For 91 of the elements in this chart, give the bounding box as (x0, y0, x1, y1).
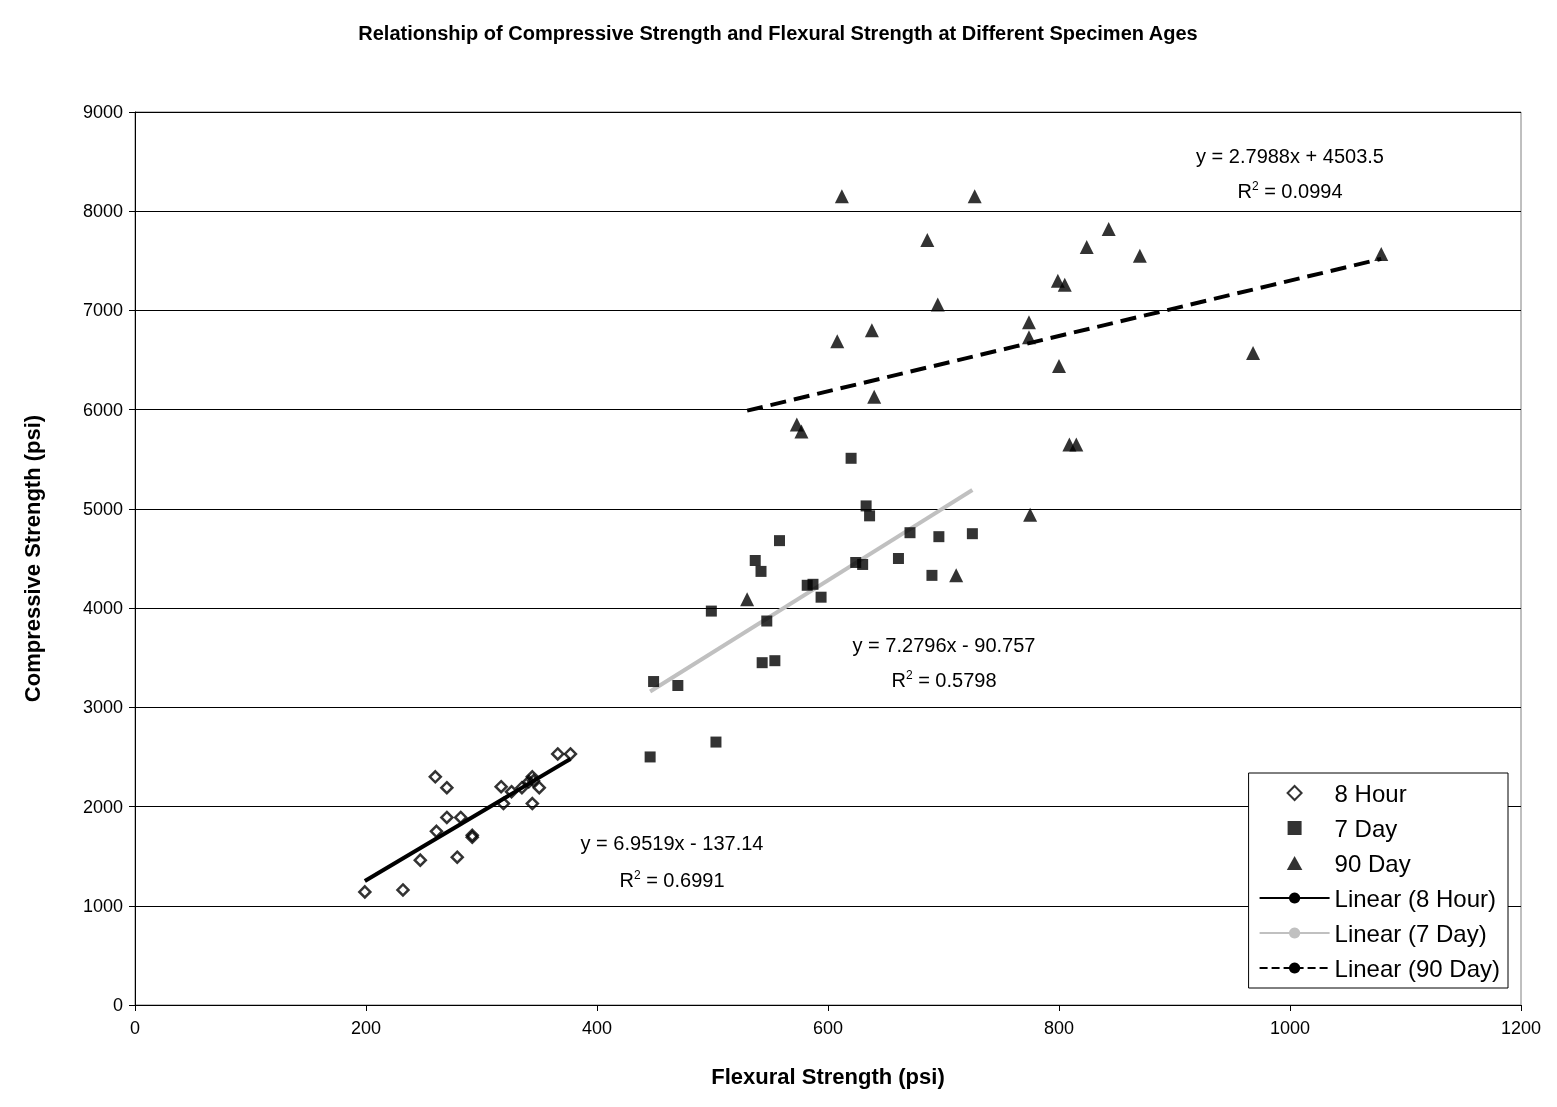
y-tick-label: 9000 (82, 102, 123, 122)
point (930, 297, 945, 312)
point (967, 189, 982, 204)
x-tick-label: 0 (129, 1018, 141, 1038)
chart-title: Relationship of Compressive Strength and Flexural Strength at Different Specimen Ages (358, 22, 1198, 44)
point (522, 775, 536, 789)
point (358, 885, 372, 899)
point (1132, 248, 1147, 263)
x-tick-label: 1200 (1500, 1018, 1542, 1038)
point (1374, 246, 1389, 261)
point (1079, 239, 1094, 254)
x-tick-label: 400 (581, 1018, 613, 1038)
point (864, 323, 879, 338)
y-tick-label: 5000 (82, 498, 123, 519)
y-tick-label: 8000 (82, 201, 123, 222)
point (904, 527, 916, 539)
point (413, 853, 428, 867)
point (834, 189, 849, 204)
y-tick-label: 3000 (82, 697, 123, 718)
point (450, 850, 464, 864)
point (440, 780, 454, 795)
annotation: y = 6.9519x - 137.14 (580, 832, 764, 854)
point (761, 615, 773, 627)
x-axis-title: Flexural Strength (psi) (711, 1063, 945, 1089)
point (525, 796, 540, 811)
point (1246, 346, 1261, 361)
point (926, 569, 938, 581)
legend-label: Linear (90 Day) (1334, 954, 1501, 982)
point (710, 736, 722, 748)
point (1021, 315, 1036, 330)
y-tick-label: 7000 (82, 300, 123, 321)
point (773, 535, 785, 547)
point (494, 779, 508, 794)
point (966, 528, 978, 540)
point (815, 591, 827, 603)
point (563, 747, 578, 761)
point (428, 770, 443, 784)
point (755, 565, 767, 577)
point (740, 592, 755, 607)
legend-label: 8 Hour (1334, 779, 1407, 807)
point (532, 780, 546, 795)
point (644, 751, 656, 763)
point (749, 554, 761, 566)
x-tick-label: 1000 (1269, 1018, 1311, 1038)
point (648, 676, 660, 688)
point (1057, 277, 1072, 292)
x-tick-label: 200 (350, 1018, 382, 1038)
point (672, 680, 684, 691)
point (756, 657, 768, 669)
y-tick-label: 6000 (82, 399, 123, 420)
point (1052, 359, 1066, 374)
annotation: y = 2.7988x + 4503.5 (1196, 145, 1384, 167)
point (526, 774, 541, 788)
point (864, 510, 876, 522)
point (705, 605, 717, 617)
legend-label: 7 Day (1334, 814, 1398, 842)
point (949, 568, 964, 583)
legend-label: Linear (7 Day) (1334, 919, 1487, 947)
legend-label: 90 Day (1334, 849, 1411, 877)
point (769, 655, 781, 667)
y-tick-label: 1000 (82, 895, 123, 916)
y-axis-title: Compressive Strength (psi) (19, 414, 45, 703)
y-tick-label: 2000 (82, 796, 123, 817)
x-tick-label: 800 (1043, 1018, 1075, 1038)
y-tick-label: 0 (112, 995, 123, 1015)
point (920, 233, 935, 247)
point (933, 531, 945, 543)
point (830, 334, 845, 349)
point (892, 553, 904, 564)
point (857, 558, 869, 570)
point (496, 796, 511, 811)
point (1069, 437, 1084, 452)
point (789, 417, 804, 432)
point (515, 780, 529, 795)
point (867, 389, 882, 404)
point (504, 784, 519, 799)
annotation: y = 7.2796x - 90.757 (852, 634, 1036, 656)
x-tick-label: 600 (812, 1018, 844, 1038)
y-tick-label: 4000 (82, 598, 123, 619)
legend-label: Linear (8 Hour) (1334, 884, 1496, 912)
point (550, 747, 565, 761)
point (396, 883, 410, 897)
point (1021, 330, 1036, 345)
point (440, 810, 454, 825)
point (453, 810, 468, 825)
point (801, 579, 813, 591)
point (860, 500, 872, 512)
point (429, 824, 444, 839)
point (1101, 222, 1116, 237)
point (1023, 507, 1038, 522)
point (845, 452, 857, 464)
